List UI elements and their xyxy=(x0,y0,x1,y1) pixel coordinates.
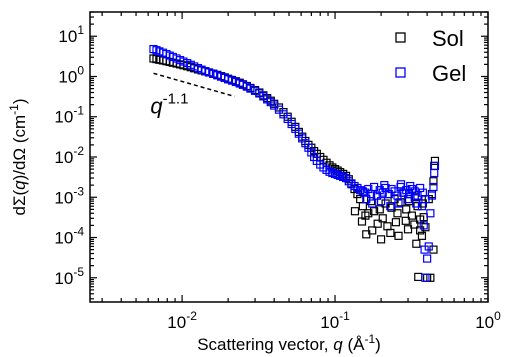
data-point-sol xyxy=(430,156,440,166)
y-tick-label: 10-4 xyxy=(54,225,84,248)
legend-label-sol: Sol xyxy=(432,26,464,51)
data-point-gel xyxy=(420,245,429,254)
data-point-gel xyxy=(274,105,284,114)
data-point-sol xyxy=(426,273,435,282)
data-point-gel xyxy=(421,273,430,282)
data-point-sol xyxy=(369,207,379,216)
data-point-sol xyxy=(350,207,360,216)
y-tick-label: 10-1 xyxy=(54,104,84,127)
data-point-gel xyxy=(356,186,365,195)
data-point-sol xyxy=(414,272,423,282)
data-point-gel xyxy=(204,68,214,77)
data-point-gel xyxy=(339,172,348,182)
data-point-sol xyxy=(417,231,427,240)
data-point-sol xyxy=(412,239,421,248)
data-point-sol xyxy=(386,228,395,238)
data-point-gel xyxy=(394,199,403,208)
legend-label-gel: Gel xyxy=(432,61,466,86)
data-point-gel xyxy=(429,182,438,192)
data-point-gel xyxy=(333,170,342,179)
data-point-gel xyxy=(270,101,279,110)
series-sol xyxy=(149,54,440,282)
data-point-sol xyxy=(413,202,422,211)
data-point-gel xyxy=(307,148,316,157)
data-point-sol xyxy=(364,209,373,218)
data-point-gel xyxy=(396,180,406,189)
data-series xyxy=(149,44,440,282)
data-point-gel xyxy=(380,181,389,190)
data-point-sol xyxy=(358,202,367,211)
data-point-sol xyxy=(429,177,438,186)
data-point-gel xyxy=(246,84,255,93)
y-axis: 101 100 10-1 10-2 10-3 10-4 10-5 xyxy=(54,11,488,300)
data-point-gel xyxy=(330,169,340,179)
data-point-gel xyxy=(403,194,413,204)
data-point-gel xyxy=(416,183,425,193)
data-point-gel xyxy=(399,188,408,197)
annotations: q-1.1 xyxy=(150,72,235,119)
data-point-sol xyxy=(279,108,288,117)
data-point-gel xyxy=(368,199,377,208)
data-point-sol xyxy=(391,218,401,227)
y-tick-label: 100 xyxy=(58,63,84,86)
data-point-gel xyxy=(426,209,435,218)
data-point-sol xyxy=(376,235,386,244)
slope-annotation: q-1.1 xyxy=(150,91,188,119)
data-point-sol xyxy=(357,217,367,226)
data-point-gel xyxy=(364,184,373,194)
data-point-sol xyxy=(383,222,392,231)
y-tick-label: 10-3 xyxy=(54,184,84,207)
data-point-gel xyxy=(376,197,386,206)
x-tick-label: 100 xyxy=(475,309,501,332)
data-point-gel xyxy=(406,181,415,191)
data-point-gel xyxy=(325,167,334,176)
data-point-gel xyxy=(386,202,395,211)
data-point-sol xyxy=(401,216,410,225)
series-gel xyxy=(149,44,440,282)
data-point-gel xyxy=(417,202,427,211)
data-point-gel xyxy=(423,254,432,263)
legend-marker-gel xyxy=(395,67,406,78)
data-point-gel xyxy=(412,199,421,208)
legend-marker-sol xyxy=(395,32,406,43)
data-point-sol xyxy=(410,220,419,229)
data-point-gel xyxy=(362,194,371,204)
x-tick-label: 10-1 xyxy=(320,309,350,332)
data-point-sol xyxy=(402,205,411,214)
slope-guide-line xyxy=(153,72,235,98)
data-point-sol xyxy=(373,219,382,228)
data-point-sol xyxy=(403,225,413,234)
data-point-gel xyxy=(419,221,428,230)
legend: Sol Gel xyxy=(395,26,466,86)
data-point-sol xyxy=(381,199,390,208)
data-point-gel xyxy=(430,168,439,178)
data-point-gel xyxy=(405,189,414,199)
data-point-gel xyxy=(430,161,440,171)
data-point-gel xyxy=(358,187,367,196)
data-point-sol xyxy=(378,214,387,223)
data-point-gel xyxy=(328,168,337,178)
y-tick-label: 10-2 xyxy=(54,144,84,167)
data-point-gel xyxy=(250,86,260,95)
data-point-sol xyxy=(394,231,403,240)
y-tick-label: 10-5 xyxy=(54,265,84,288)
data-point-sol xyxy=(375,205,384,214)
x-axis-label: Scattering vector, q (Å-1) xyxy=(197,332,381,354)
data-point-sol xyxy=(387,203,396,212)
data-point-sol xyxy=(393,209,402,218)
data-point-sol xyxy=(407,211,416,220)
data-point-gel xyxy=(427,191,437,200)
y-tick-label: 101 xyxy=(58,23,84,46)
data-point-gel xyxy=(279,110,288,119)
x-tick-label: 10-2 xyxy=(167,309,197,332)
x-axis: 10-2 10-1 100 xyxy=(101,12,501,332)
data-point-sol xyxy=(368,226,377,235)
y-axis-label: dΣ(q)/dΩ (cm-1) xyxy=(7,98,29,215)
